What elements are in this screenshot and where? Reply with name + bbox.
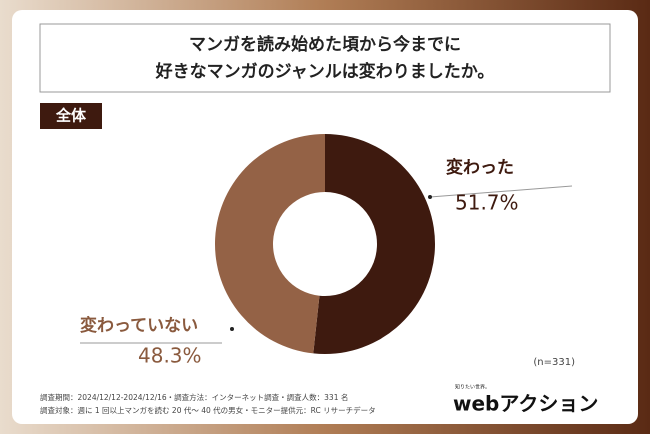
- logo-tagline: 知りたい世界。: [455, 384, 490, 391]
- footnote: 調査対象：週に 1 回以上マンガを読む 20 代～ 40 代の男女・モニター提供…: [40, 405, 376, 415]
- group-label: 全体: [55, 107, 87, 125]
- category-label: 変わった: [446, 157, 514, 178]
- leader-line: [429, 185, 573, 198]
- category-label: 変わっていない: [80, 315, 198, 336]
- chart-title: 好きなマンガのジャンルは変わりましたか。: [155, 61, 495, 82]
- donut-slice: [215, 134, 325, 354]
- card: [12, 10, 638, 424]
- group-tag: [40, 103, 102, 129]
- value-label: 48.3%: [138, 344, 202, 368]
- logo: webアクション: [453, 392, 598, 416]
- leader-dot: [230, 327, 234, 331]
- donut-slice: [313, 134, 436, 354]
- donut: [215, 134, 436, 354]
- title-box: [39, 23, 611, 93]
- leader-dot: [428, 195, 432, 199]
- footnote: 調査期間：2024/12/12-2024/12/16・調査方法：インターネット調…: [40, 392, 348, 402]
- value-label: 51.7%: [455, 191, 519, 215]
- chart-title: マンガを読み始めた頃から今までに: [189, 34, 461, 55]
- sample-size: (n=331): [533, 357, 575, 368]
